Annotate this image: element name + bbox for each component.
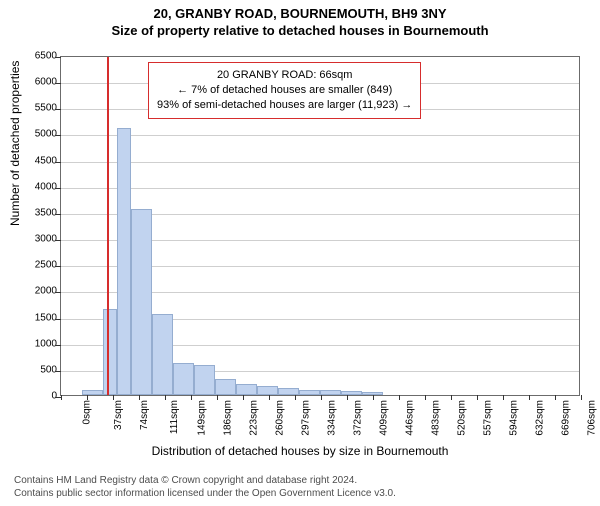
chart-plot-area: 20 GRANBY ROAD: 66sqm← 7% of detached ho…	[60, 56, 580, 396]
histogram-bar	[194, 365, 215, 395]
xtick-mark	[503, 395, 504, 400]
xtick-label: 297sqm	[300, 400, 311, 436]
chart-title-subtitle: Size of property relative to detached ho…	[0, 23, 600, 38]
histogram-bar	[278, 388, 299, 395]
ytick-label: 1500	[35, 312, 57, 323]
xtick-mark	[451, 395, 452, 400]
ytick-label: 6000	[35, 77, 57, 88]
xtick-mark	[347, 395, 348, 400]
histogram-bar	[215, 379, 236, 395]
xtick-label: 223sqm	[249, 400, 260, 436]
annotation-line-2: 93% of semi-detached houses are larger (…	[157, 98, 412, 113]
histogram-bar	[117, 128, 131, 395]
xtick-mark	[373, 395, 374, 400]
histogram-bar	[152, 314, 173, 395]
xtick-mark	[61, 395, 62, 400]
xtick-label: 260sqm	[275, 400, 286, 436]
xtick-label: 186sqm	[223, 400, 234, 436]
xtick-mark	[243, 395, 244, 400]
xtick-label: 632sqm	[535, 400, 546, 436]
histogram-bar	[82, 390, 103, 395]
ytick-label: 2500	[35, 260, 57, 271]
ytick-label: 4500	[35, 155, 57, 166]
x-axis-label: Distribution of detached houses by size …	[0, 444, 600, 458]
footer-line-1: Contains HM Land Registry data © Crown c…	[14, 474, 396, 487]
ytick-label: 500	[40, 364, 57, 375]
xtick-label: 111sqm	[169, 400, 180, 434]
chart-title-address: 20, GRANBY ROAD, BOURNEMOUTH, BH9 3NY	[0, 6, 600, 21]
xtick-label: 594sqm	[508, 400, 519, 436]
annotation-line-1: ← 7% of detached houses are smaller (849…	[157, 83, 412, 98]
histogram-bar	[173, 363, 194, 395]
footer-line-2: Contains public sector information licen…	[14, 487, 396, 500]
ytick-label: 3000	[35, 234, 57, 245]
footer-credits: Contains HM Land Registry data © Crown c…	[14, 474, 396, 500]
gridline	[61, 188, 579, 189]
xtick-label: 446sqm	[405, 400, 416, 436]
gridline	[61, 135, 579, 136]
ytick-label: 3500	[35, 207, 57, 218]
xtick-label: 74sqm	[139, 400, 150, 430]
xtick-label: 37sqm	[113, 400, 124, 430]
xtick-mark	[217, 395, 218, 400]
y-axis-label: Number of detached properties	[8, 61, 22, 226]
histogram-bar	[103, 309, 117, 395]
xtick-mark	[165, 395, 166, 400]
ytick-label: 4000	[35, 181, 57, 192]
xtick-mark	[581, 395, 582, 400]
xtick-mark	[295, 395, 296, 400]
ytick-label: 0	[51, 391, 57, 402]
gridline	[61, 162, 579, 163]
xtick-label: 557sqm	[482, 400, 493, 436]
xtick-label: 0sqm	[81, 400, 92, 424]
xtick-mark	[425, 395, 426, 400]
xtick-label: 520sqm	[457, 400, 468, 436]
xtick-label: 669sqm	[561, 400, 572, 436]
xtick-label: 334sqm	[326, 400, 337, 436]
ytick-label: 5500	[35, 103, 57, 114]
histogram-bar	[236, 384, 257, 396]
ytick-label: 1000	[35, 338, 57, 349]
ytick-label: 5000	[35, 129, 57, 140]
xtick-mark	[269, 395, 270, 400]
xtick-label: 706sqm	[587, 400, 598, 436]
annotation-box: 20 GRANBY ROAD: 66sqm← 7% of detached ho…	[148, 62, 421, 119]
ytick-label: 6500	[35, 51, 57, 62]
xtick-label: 409sqm	[379, 400, 390, 436]
histogram-bar	[299, 390, 320, 395]
xtick-mark	[555, 395, 556, 400]
xtick-label: 372sqm	[353, 400, 364, 436]
xtick-mark	[399, 395, 400, 400]
histogram-bar	[131, 209, 152, 395]
xtick-label: 483sqm	[431, 400, 442, 436]
xtick-mark	[529, 395, 530, 400]
xtick-mark	[321, 395, 322, 400]
histogram-bar	[320, 390, 341, 395]
property-marker-line	[107, 57, 109, 395]
histogram-bar	[257, 386, 278, 395]
ytick-label: 2000	[35, 286, 57, 297]
histogram-bar	[341, 391, 362, 395]
annotation-line-0: 20 GRANBY ROAD: 66sqm	[157, 68, 412, 83]
xtick-mark	[191, 395, 192, 400]
xtick-mark	[477, 395, 478, 400]
xtick-label: 149sqm	[197, 400, 208, 436]
